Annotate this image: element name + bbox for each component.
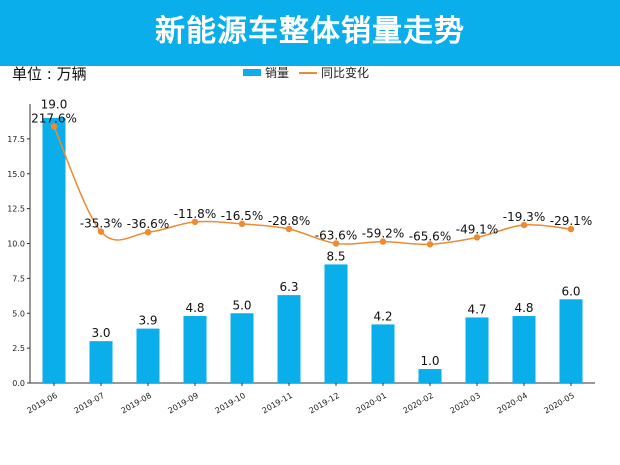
yoy-point-2020-04 — [520, 221, 528, 229]
bar-2020-05 — [559, 299, 583, 383]
yoy-point-2019-09 — [191, 218, 199, 226]
y-tick-label: 15.0 — [7, 170, 25, 179]
x-tick-label: 2019-06 — [26, 391, 59, 416]
x-tick-label: 2020-03 — [449, 391, 482, 416]
bar-value-label: 3.9 — [138, 314, 157, 328]
yoy-value-label: -65.6% — [409, 229, 451, 243]
bar-2019-07 — [89, 341, 113, 383]
yoy-point-2019-10 — [238, 220, 246, 228]
yoy-value-label: 217.6% — [31, 112, 77, 126]
bar-value-label: 4.2 — [373, 309, 392, 323]
yoy-value-label: -19.3% — [503, 210, 545, 224]
yoy-value-label: -29.1% — [550, 214, 592, 228]
bar-2019-10 — [230, 313, 254, 383]
x-tick-label: 2019-11 — [261, 391, 294, 416]
yoy-point-2020-02 — [426, 241, 434, 248]
y-tick-label: 12.5 — [7, 205, 25, 214]
bar-2020-02 — [418, 369, 442, 383]
bar-2019-09 — [183, 316, 207, 383]
legend: 销量 同比变化 — [243, 64, 369, 81]
bar-2019-06 — [42, 117, 66, 383]
yoy-point-2020-01 — [379, 238, 387, 245]
yoy-point-2019-07 — [97, 228, 105, 235]
yoy-value-label: -49.1% — [456, 222, 498, 236]
yoy-value-label: -28.8% — [268, 214, 310, 228]
bar-2019-08 — [136, 328, 160, 383]
x-tick-label: 2020-01 — [355, 391, 388, 416]
chart-title: 新能源车整体销量走势 — [155, 14, 465, 49]
x-tick-label: 2019-12 — [308, 391, 341, 416]
yoy-value-label: -59.2% — [362, 227, 404, 241]
y-tick-label: 5.0 — [12, 309, 25, 318]
bar-2019-12 — [324, 264, 348, 383]
x-tick-label: 2020-02 — [402, 391, 435, 416]
yoy-point-2020-03 — [473, 234, 481, 241]
y-tick-label: 17.5 — [7, 135, 25, 144]
legend-swatch-bar — [243, 69, 261, 76]
unit-label: 单位 : 万辆 — [12, 65, 87, 83]
bar-value-label: 19.0 — [41, 98, 68, 112]
yoy-point-2019-08 — [144, 229, 152, 236]
bar-value-label: 4.7 — [467, 302, 486, 316]
bar-value-label: 4.8 — [514, 301, 533, 315]
yoy-value-label: -16.5% — [221, 209, 263, 223]
bar-value-label: 6.0 — [561, 284, 580, 298]
x-tick-label: 2020-05 — [543, 391, 576, 416]
x-tick-label: 2019-08 — [120, 391, 153, 416]
yoy-point-2019-12 — [332, 240, 340, 247]
yoy-point-2019-06 — [50, 123, 58, 130]
bar-2020-03 — [465, 317, 489, 383]
yoy-value-label: -63.6% — [315, 228, 357, 242]
y-tick-label: 7.5 — [12, 274, 25, 283]
yoy-point-2019-11 — [285, 225, 293, 233]
x-tick-label: 2019-09 — [167, 391, 200, 416]
legend-swatch-line — [299, 71, 318, 74]
yoy-point-2020-05 — [567, 225, 575, 233]
x-tick-label: 2019-10 — [214, 391, 247, 416]
bar-value-label: 3.0 — [91, 326, 110, 340]
bar-2019-11 — [277, 295, 301, 383]
yoy-value-label: -11.8% — [174, 207, 216, 221]
legend-label-sales: 销量 — [265, 66, 290, 80]
bar-value-label: 1.0 — [420, 354, 439, 368]
y-tick-label: 2.5 — [12, 344, 25, 353]
x-tick-label: 2020-04 — [496, 391, 529, 416]
y-tick-label: 10.0 — [7, 240, 25, 249]
legend-label-yoy: 同比变化 — [321, 66, 370, 80]
bar-value-label: 4.8 — [185, 301, 204, 315]
bar-2020-04 — [512, 316, 536, 383]
bar-value-label: 6.3 — [279, 280, 298, 294]
bar-2020-01 — [371, 324, 395, 383]
y-tick-label: 0.0 — [12, 379, 25, 388]
chart-title-banner: 新能源车整体销量走势 — [0, 0, 620, 66]
yoy-value-label: -36.6% — [127, 217, 169, 231]
x-tick-label: 2019-07 — [73, 391, 106, 416]
bar-value-label: 8.5 — [326, 249, 345, 263]
bar-value-label: 5.0 — [232, 298, 251, 312]
yoy-value-label: -35.3% — [80, 217, 122, 231]
